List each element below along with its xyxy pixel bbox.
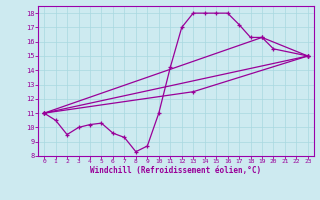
X-axis label: Windchill (Refroidissement éolien,°C): Windchill (Refroidissement éolien,°C) (91, 166, 261, 175)
